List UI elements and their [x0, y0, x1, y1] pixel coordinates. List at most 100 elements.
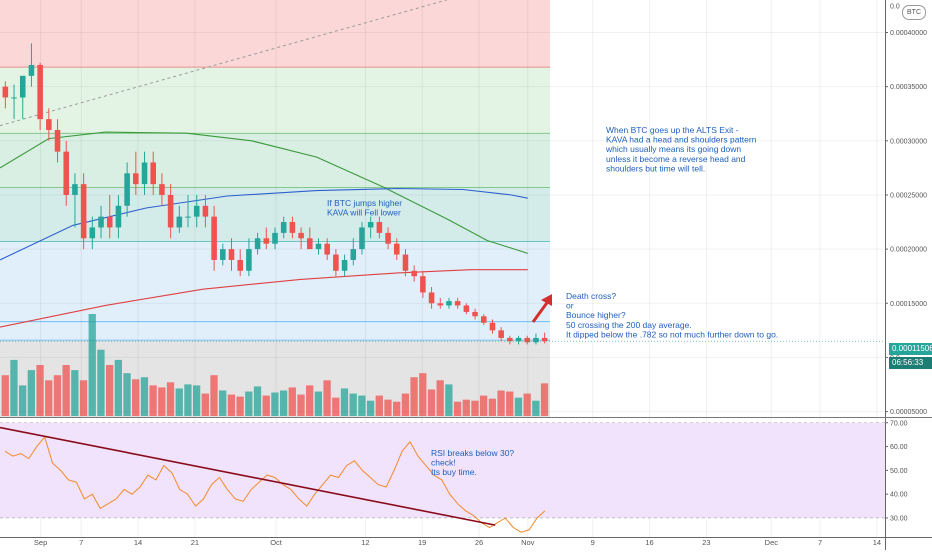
volume-bar [393, 401, 401, 416]
candle-body [141, 162, 148, 185]
candle-body [228, 249, 235, 260]
y-tick-label: 0.0 [890, 3, 900, 10]
countdown-badge: 06:56:33 [889, 357, 932, 369]
candle-body [402, 254, 409, 271]
volume-bar [245, 391, 253, 416]
volume-bar [523, 393, 531, 416]
rsi-axis-labels: 70.00 60.00 50.00 40.00 30.00 [885, 420, 908, 522]
candle-body [480, 316, 487, 323]
volume-bars [1, 314, 549, 416]
candle-body [176, 216, 183, 228]
volume-bar [184, 384, 192, 416]
candle-body [280, 222, 287, 233]
volume-bar [123, 373, 131, 416]
volume-bar [227, 394, 236, 416]
volume-bar [375, 395, 383, 416]
volume-bar [384, 399, 392, 416]
volume-bar [97, 349, 105, 416]
candle-body [420, 276, 426, 293]
y-tick-label: 0.00035000 [890, 84, 927, 91]
candle-body [37, 64, 43, 120]
volume-bar [53, 375, 62, 416]
volume-bar [210, 375, 218, 416]
volume-bar [427, 389, 436, 416]
candle-body [202, 205, 209, 217]
volume-bar [219, 390, 227, 416]
volume-bar [323, 380, 331, 416]
candle-body [63, 151, 70, 195]
candle-body [472, 311, 478, 317]
volume-bar [332, 397, 340, 416]
fib-band [0, 0, 550, 68]
volume-bar [27, 370, 35, 416]
volume-bar [175, 388, 183, 416]
volume-bar [453, 401, 462, 416]
candle-body [254, 238, 261, 250]
volume-bar [514, 397, 523, 416]
volume-bar [201, 393, 209, 416]
rsi-band [0, 422, 885, 518]
x-tick-label: 16 [645, 538, 653, 547]
rsi-tick-label: 70.00 [890, 420, 908, 427]
rsi-trendline [0, 426, 496, 526]
candle-body [428, 292, 435, 304]
candle-body [307, 238, 313, 250]
volume-bar [445, 384, 453, 416]
x-tick-label: Oct [270, 538, 283, 547]
volume-bar [18, 385, 27, 416]
y-tick-label: 0.00015000 [890, 301, 927, 308]
candle-body [193, 205, 200, 217]
candle-body [272, 232, 278, 244]
candle-body [211, 216, 217, 260]
annotation-line: It dipped below the .782 so not much fur… [566, 329, 778, 339]
annotation-line: unless it become a reverse head and [606, 154, 746, 164]
candle-body [367, 222, 374, 228]
candle-body [524, 337, 531, 343]
annotation-line: 50 crossing the 200 day average. [566, 320, 692, 330]
volume-bar [1, 375, 9, 416]
x-tick-label: 7 [79, 538, 83, 547]
annotation-line: KAVA will Fell lower [327, 208, 401, 218]
candle-body [437, 303, 444, 306]
candle-body [541, 337, 548, 342]
candle-body [98, 216, 104, 228]
candle-body [246, 249, 252, 271]
volume-bar [166, 382, 175, 416]
candle-body [333, 254, 339, 271]
volume-bar [140, 377, 149, 416]
volume-bar [366, 400, 375, 416]
candle-body [150, 162, 157, 185]
volume-bar [349, 393, 357, 416]
y-tick-label: 0.00025000 [890, 192, 927, 199]
annotation-arrow [531, 294, 552, 323]
candle-body [341, 259, 348, 271]
volume-bar [262, 395, 270, 416]
candle-body [359, 227, 365, 250]
volume-bar [471, 400, 479, 416]
candle-body [507, 337, 513, 342]
x-tick-label: Sep [34, 538, 47, 547]
volume-bar [288, 387, 296, 416]
candle-body [237, 259, 243, 271]
x-tick-label: 19 [418, 538, 426, 547]
candle-body [167, 194, 174, 228]
volume-bar [480, 395, 488, 416]
rsi-tick-label: 60.00 [890, 444, 908, 451]
volume-bar [271, 392, 279, 416]
candle-body [2, 86, 9, 98]
candle-body [124, 173, 130, 206]
volume-bar [401, 393, 410, 416]
annotation-line: When BTC goes up the ALTS Exit - [606, 125, 739, 135]
symbol-button[interactable]: BTC [902, 5, 926, 20]
candle-body [133, 173, 139, 185]
volume-bar [540, 383, 549, 416]
annotation-line: shoulders but time will tell. [606, 163, 705, 173]
volume-bar [132, 379, 140, 416]
rsi-tick-label: 50.00 [890, 468, 908, 475]
y-tick-label: 0.00040000 [890, 30, 927, 37]
candle-body [463, 305, 470, 312]
candle-body [19, 75, 26, 98]
candle-body [263, 238, 270, 244]
